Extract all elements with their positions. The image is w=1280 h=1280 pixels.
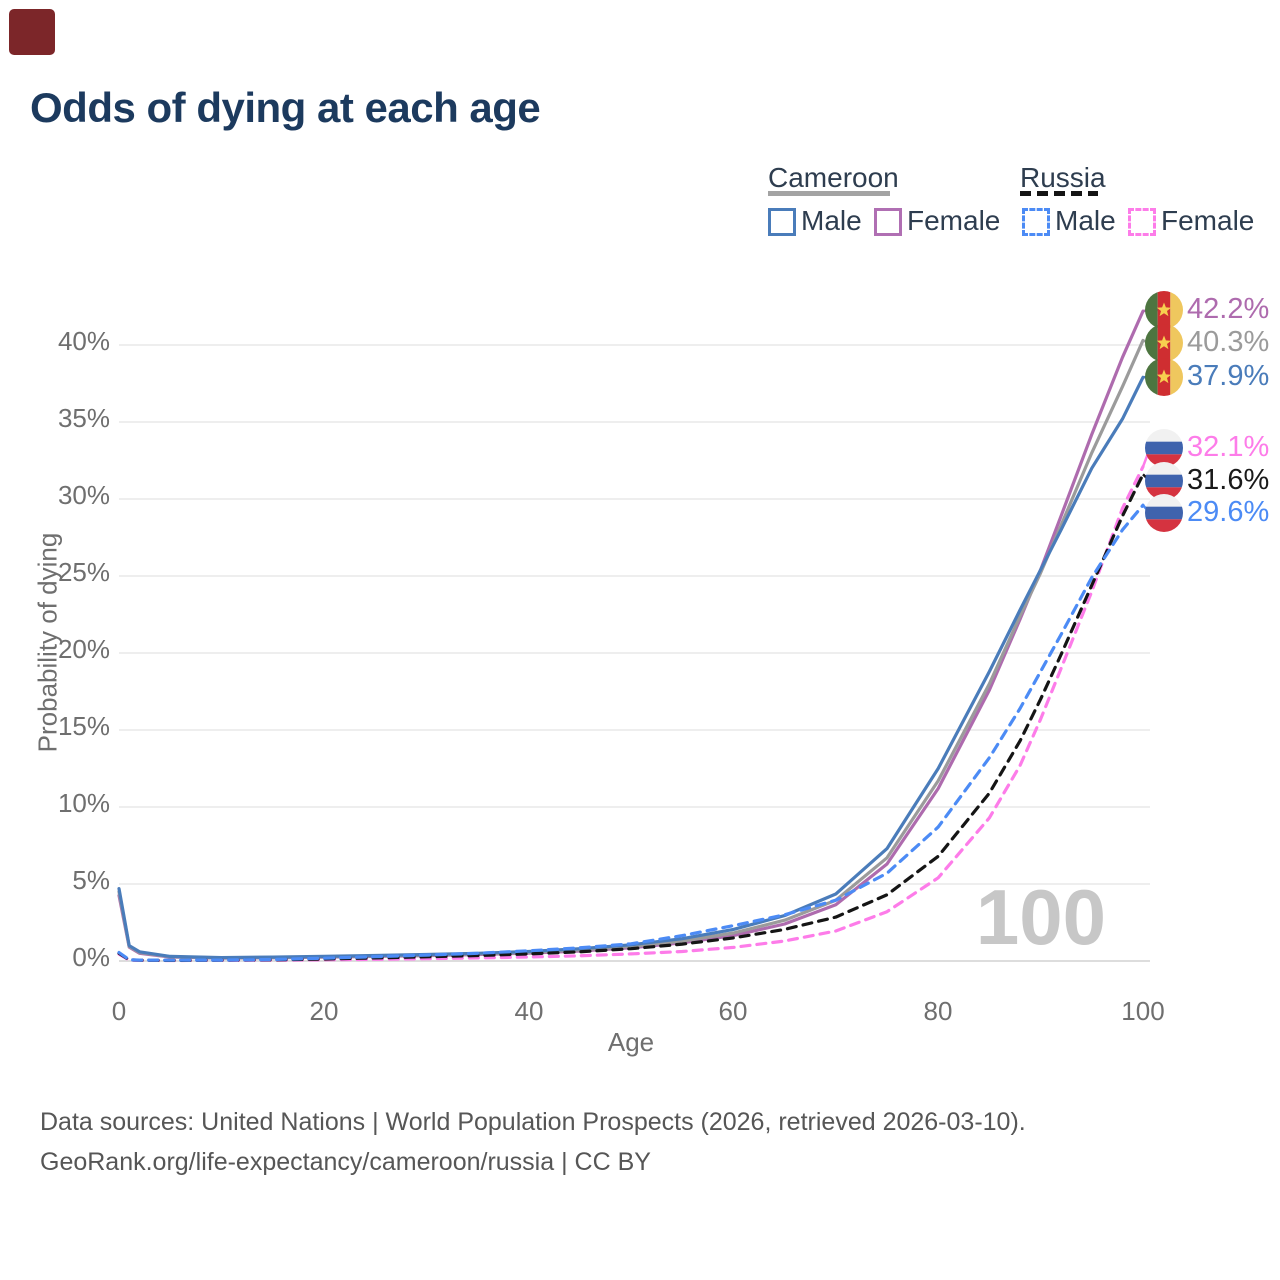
series-line-russia-female (117, 465, 1145, 963)
series-line-cameroon-female (117, 309, 1145, 960)
end-label-cameroon-both: 40.3% (1187, 326, 1270, 358)
legend-swatch-cameroon-female[interactable] (874, 208, 902, 236)
legend-swatch-russia-female[interactable] (1128, 208, 1156, 236)
legend-item-russia-male[interactable]: Male (1055, 205, 1116, 236)
x-axis-title: Age (607, 1027, 655, 1057)
y-tick-35: 35% (57, 403, 110, 433)
legend-swatch-cameroon-male[interactable] (768, 208, 796, 236)
legend-cameroon-solid-line-swatch (768, 191, 890, 196)
russia-flag-icon (1145, 429, 1183, 467)
series-line-cameroon-male (117, 375, 1145, 960)
x-tick-60: 60 (718, 996, 748, 1026)
end-label-russia-both: 31.6% (1187, 464, 1270, 496)
legend-group-russia[interactable]: Russia (1020, 162, 1106, 193)
cameroon-flag-icon (1145, 358, 1183, 396)
x-tick-0: 0 (111, 996, 127, 1026)
y-tick-10: 10% (57, 788, 110, 818)
x-tick-100: 100 (1121, 996, 1165, 1026)
y-tick-30: 30% (57, 480, 110, 510)
series-line-cameroon-both (117, 338, 1145, 960)
series-line-russia-male (117, 503, 1145, 962)
legend-item-cameroon-female[interactable]: Female (907, 205, 1001, 236)
age-watermark: 100 (975, 873, 1107, 961)
x-tick-20: 20 (309, 996, 339, 1026)
cameroon-flag-icon (1145, 291, 1183, 329)
legend-russia-dashed-line-swatch (1020, 191, 1098, 196)
y-tick-5: 5% (72, 865, 110, 895)
end-label-russia-male: 29.6% (1187, 496, 1270, 528)
end-label-russia-female: 32.1% (1187, 431, 1270, 463)
legend-group-cameroon[interactable]: Cameroon (768, 162, 899, 193)
y-tick-40: 40% (57, 326, 110, 356)
cameroon-flag-icon (1145, 324, 1183, 362)
data-source-note: Data sources: United Nations | World Pop… (40, 1108, 1026, 1136)
end-label-cameroon-male: 37.9% (1187, 360, 1270, 392)
legend-item-cameroon-male[interactable]: Male (801, 205, 862, 236)
red-corner-marker (9, 9, 55, 55)
y-axis-title: Probability of dying (32, 532, 63, 753)
chart-plot-area (117, 291, 1183, 963)
x-tick-40: 40 (514, 996, 544, 1026)
x-tick-80: 80 (923, 996, 953, 1026)
y-tick-15: 15% (57, 711, 110, 741)
page-title: Odds of dying at each age (30, 84, 541, 131)
end-label-cameroon-female: 42.2% (1187, 293, 1270, 325)
y-tick-0: 0% (72, 942, 110, 972)
y-tick-25: 25% (57, 557, 110, 587)
legend-swatch-russia-male[interactable] (1022, 208, 1050, 236)
attribution-link[interactable]: GeoRank.org/life-expectancy/cameroon/rus… (40, 1148, 651, 1176)
y-tick-20: 20% (57, 634, 110, 664)
legend-item-russia-female[interactable]: Female (1161, 205, 1255, 236)
russia-flag-icon (1145, 494, 1183, 532)
series-line-russia-both (117, 472, 1145, 963)
